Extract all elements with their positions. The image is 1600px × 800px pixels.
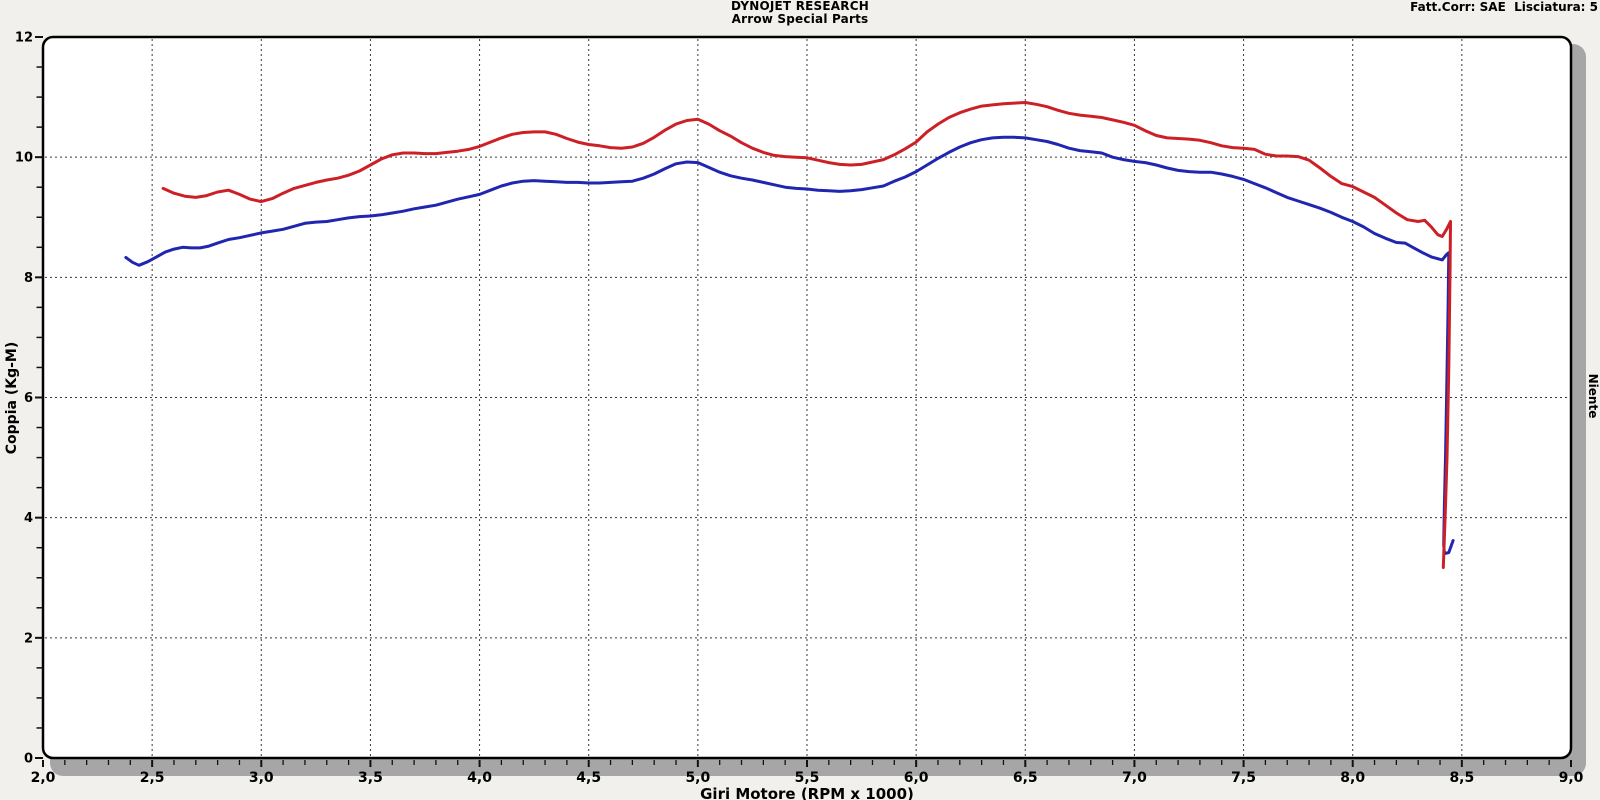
- x-tick-label: 2,0: [31, 770, 56, 786]
- y-tick-label: 6: [24, 391, 33, 406]
- x-tick-label: 4,5: [576, 770, 601, 786]
- x-tick-label: 7,0: [1122, 770, 1147, 786]
- x-tick-label: 5,5: [795, 770, 820, 786]
- x-tick-label: 7,5: [1231, 770, 1256, 786]
- x-tick-label: 6,5: [1013, 770, 1038, 786]
- y-tick-label: 8: [24, 271, 33, 286]
- x-tick-label: 8,5: [1449, 770, 1474, 786]
- x-axis-title: Giri Motore (RPM x 1000): [700, 785, 914, 800]
- x-tick-label: 6,0: [904, 770, 929, 786]
- y-tick-label: 2: [24, 631, 33, 646]
- chart-title: DYNOJET RESEARCH: [731, 0, 869, 13]
- chart-header: DYNOJET RESEARCH Arrow Special Parts: [0, 0, 1600, 26]
- y-tick-label: 4: [24, 511, 33, 526]
- correction-factor-label: Fatt.Corr: SAE Lisciatura: 5: [1410, 0, 1598, 14]
- torque-run-blue: [124, 135, 1455, 556]
- x-tick-labels: 2,0 2,5 3,0 3,5 4,0 4,5 5,0 5,5 6,0 6,5 7,0 7,5 8,0 8…: [31, 770, 1584, 786]
- y-tick-label: 12: [15, 31, 33, 46]
- y-tick-label: 0: [24, 752, 33, 767]
- x-tick-label: 2,5: [140, 770, 165, 786]
- x-tick-label: 8,0: [1340, 770, 1365, 786]
- chart-subtitle: Arrow Special Parts: [731, 12, 869, 26]
- x-tick-label: 9,0: [1559, 770, 1584, 786]
- y-axis-ticks: [35, 36, 43, 759]
- x-tick-label: 4,0: [467, 770, 492, 786]
- y-tick-label: 10: [15, 151, 33, 166]
- y-axis-title-left: Coppia (Kg-M): [4, 342, 20, 454]
- y-tick-labels: 0 2 4 6 8 10 12: [15, 31, 33, 767]
- y-axis-title-right: Niente: [1586, 374, 1600, 419]
- x-tick-label: 3,0: [249, 770, 274, 786]
- x-axis-ticks: [42, 760, 1572, 767]
- x-tick-label: 5,0: [685, 770, 710, 786]
- x-tick-label: 3,5: [358, 770, 383, 786]
- torque-run-red: [161, 101, 1452, 569]
